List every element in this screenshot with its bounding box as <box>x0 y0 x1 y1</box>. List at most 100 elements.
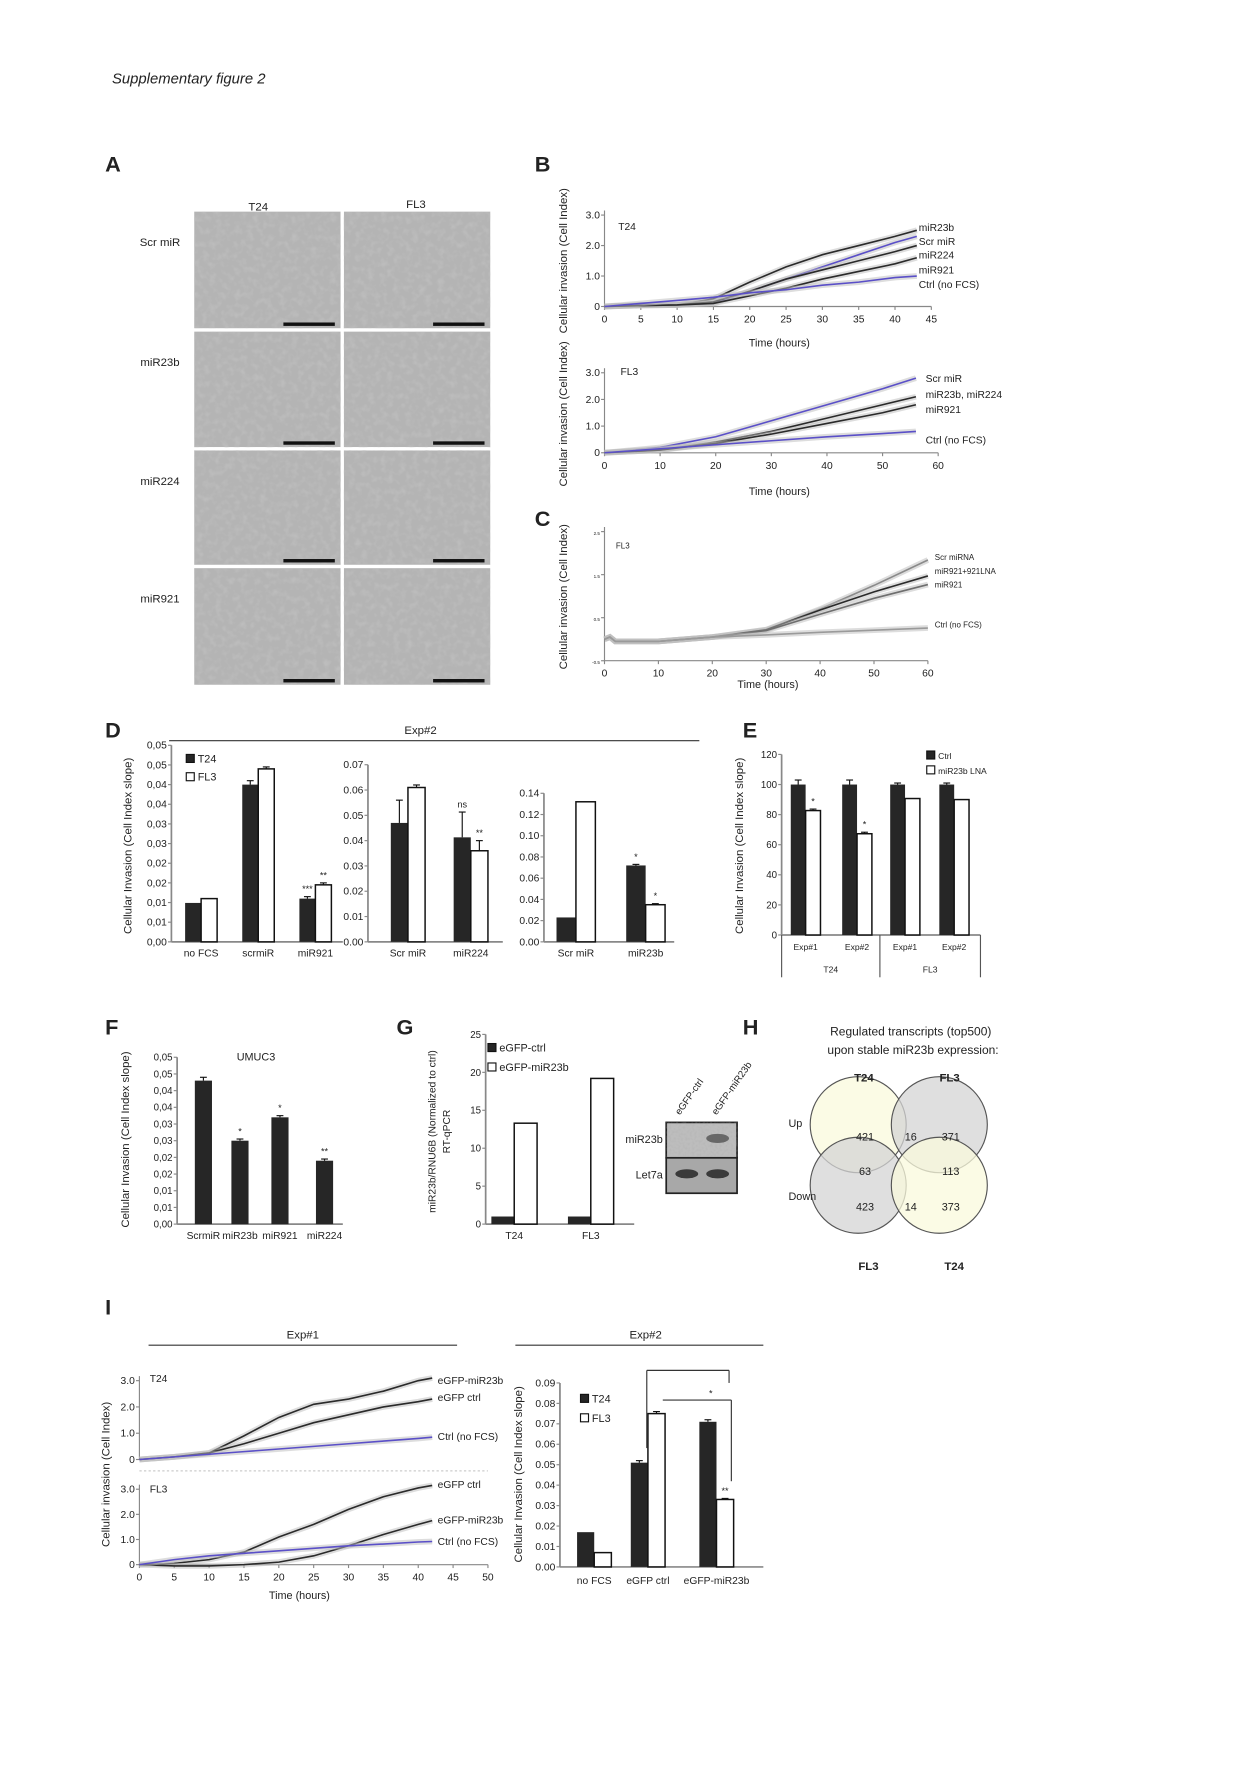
micrograph-texture <box>194 568 341 685</box>
bar <box>271 1117 289 1225</box>
y-tick-label: -0.5 <box>592 660 600 665</box>
series-label: eGFP-miR23b <box>438 1376 504 1387</box>
bar <box>842 784 858 935</box>
scale-bar <box>433 441 485 445</box>
legend-swatch <box>926 750 936 760</box>
category-label: scrmiR <box>242 949 274 960</box>
venn-count: 421 <box>856 1132 874 1144</box>
legend-swatch <box>185 753 195 764</box>
category-label: eGFP ctrl <box>626 1576 669 1587</box>
bar <box>200 897 218 943</box>
chart-subtitle: FL3 <box>616 542 630 551</box>
x-tick-label: 60 <box>922 669 934 680</box>
venn-count: 113 <box>942 1166 959 1178</box>
series-line <box>604 627 928 643</box>
x-tick-label: 0 <box>602 461 608 472</box>
significance-label: *** <box>302 884 313 894</box>
y-tick-label: 0.06 <box>519 874 539 885</box>
series-label: eGFP-miR23b <box>438 1515 504 1526</box>
series-label: Ctrl (no FCS) <box>935 621 982 630</box>
y-tick-label: 0,01 <box>147 898 167 909</box>
category-label: miR224 <box>307 1231 343 1242</box>
x-tick-label: 30 <box>766 461 778 472</box>
significance-label: ** <box>722 1486 730 1496</box>
category-label: no FCS <box>184 949 219 960</box>
y-tick-label: 0.04 <box>519 895 539 906</box>
y-tick-label: 0,05 <box>154 1053 173 1064</box>
y-tick-label: 0,03 <box>147 819 167 830</box>
panel-label-a: A <box>105 152 121 177</box>
y-tick-label: 0,02 <box>154 1169 173 1180</box>
venn-label: T24 <box>854 1072 874 1084</box>
bar <box>407 786 426 943</box>
y-tick-label: 0.01 <box>343 912 363 923</box>
y-axis-title: Cellular invasion (Cell Index) <box>558 188 570 333</box>
y-tick-label: 0.00 <box>519 937 539 948</box>
x-tick-label: 0 <box>602 314 608 325</box>
bar <box>556 917 576 942</box>
y-tick-label: 0.04 <box>535 1481 555 1492</box>
bar <box>647 1412 666 1568</box>
significance-label: ns <box>457 799 467 809</box>
x-tick-label: 30 <box>343 1573 355 1584</box>
venn-count: 371 <box>942 1132 960 1144</box>
x-tick-label: 10 <box>203 1573 215 1584</box>
venn-count: 373 <box>942 1201 960 1213</box>
y-tick-label: 0.07 <box>535 1419 555 1430</box>
series-label: miR23b <box>919 223 955 234</box>
y-tick-label: 3.0 <box>586 368 601 379</box>
venn-label: FL3 <box>858 1261 878 1273</box>
y-tick-label: 2.0 <box>121 1402 136 1413</box>
bar <box>470 850 489 943</box>
scale-bar <box>283 679 335 683</box>
y-tick-label: 0.14 <box>519 789 539 800</box>
x-tick-label: 20 <box>273 1573 285 1584</box>
series-line <box>604 430 916 454</box>
series-label: Ctrl (no FCS) <box>438 1537 498 1548</box>
category-label: Exp#1 <box>793 942 818 952</box>
series-label: Scr miRNA <box>935 553 975 562</box>
category-label: T24 <box>505 1231 523 1242</box>
legend-swatch <box>487 1062 497 1072</box>
y-tick-label: 1.0 <box>121 1429 136 1440</box>
y-tick-label: 0,03 <box>147 839 167 850</box>
category-label: no FCS <box>577 1576 612 1587</box>
group-label-t24: T24 <box>823 965 838 975</box>
y-tick-label: 0,05 <box>147 741 167 752</box>
series-label: miR921+921LNA <box>935 567 997 576</box>
x-tick-label: 20 <box>707 669 719 680</box>
y-tick-label: 0.03 <box>343 861 363 872</box>
column-label-t24: T24 <box>248 202 268 214</box>
x-tick-label: 10 <box>653 669 665 680</box>
bar <box>590 1077 615 1225</box>
legend-label: eGFP-miR23b <box>499 1062 568 1074</box>
significance-label: * <box>709 1389 713 1399</box>
legend-label: T24 <box>198 753 217 765</box>
venn-count: 16 <box>905 1132 917 1144</box>
y-tick-label: 0 <box>594 448 600 459</box>
scale-bar <box>283 322 335 326</box>
y-tick-label: 0,04 <box>154 1086 173 1097</box>
blot-band-label: miR23b <box>625 1134 662 1146</box>
x-tick-label: 10 <box>671 314 683 325</box>
series-label: Ctrl (no FCS) <box>438 1432 498 1443</box>
micrograph-texture <box>194 331 341 448</box>
bar <box>575 801 597 943</box>
category-label: Scr miR <box>390 949 427 960</box>
y-tick-label: 0,00 <box>147 937 167 948</box>
venn-label: T24 <box>944 1261 964 1273</box>
y-axis-title: Cellular Invasion (Cell Index slope) <box>734 758 746 934</box>
bar <box>314 884 333 943</box>
page-title: Supplementary figure 2 <box>112 72 266 88</box>
bar <box>715 1498 735 1568</box>
significance-label: * <box>238 1126 242 1136</box>
category-label: miR921 <box>262 1231 298 1242</box>
y-tick-label: 15 <box>470 1106 481 1117</box>
y-tick-label: 0.01 <box>535 1542 555 1553</box>
panel-header: Exp#1 <box>287 1329 319 1341</box>
y-tick-label: 0,01 <box>154 1186 173 1197</box>
y-tick-label: 0.06 <box>343 785 363 796</box>
series-line <box>139 1436 433 1461</box>
x-tick-label: 25 <box>780 314 792 325</box>
significance-label: ** <box>320 870 328 880</box>
